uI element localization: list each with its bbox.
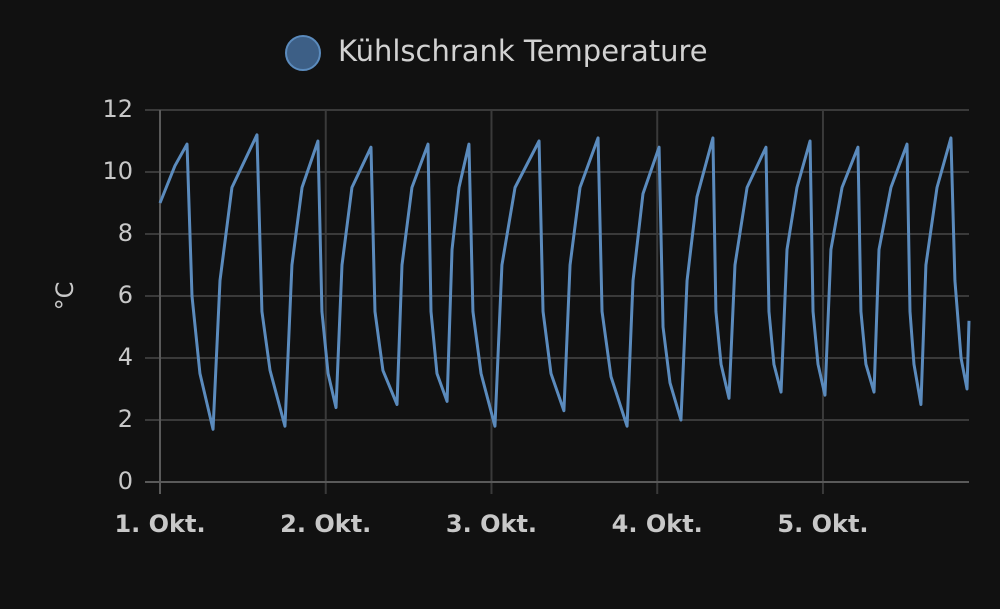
y-tick-label: 0 — [118, 467, 133, 495]
y-axis-label: °C — [51, 282, 79, 311]
y-tick-label: 12 — [102, 95, 133, 123]
x-tick-label: 2. Okt. — [280, 510, 371, 538]
y-tick-label: 8 — [118, 219, 133, 247]
temperature-line — [158, 133, 971, 431]
legend-label: Kühlschrank Temperature — [338, 34, 708, 68]
legend-swatch — [285, 35, 321, 71]
x-tick-label: 1. Okt. — [114, 510, 205, 538]
x-tick-label: 4. Okt. — [612, 510, 703, 538]
y-tick-label: 6 — [118, 281, 133, 309]
y-tick-label: 10 — [102, 157, 133, 185]
x-tick-label: 5. Okt. — [777, 510, 868, 538]
y-tick-label: 2 — [118, 405, 133, 433]
x-tick-label: 3. Okt. — [446, 510, 537, 538]
y-tick-label: 4 — [118, 343, 133, 371]
